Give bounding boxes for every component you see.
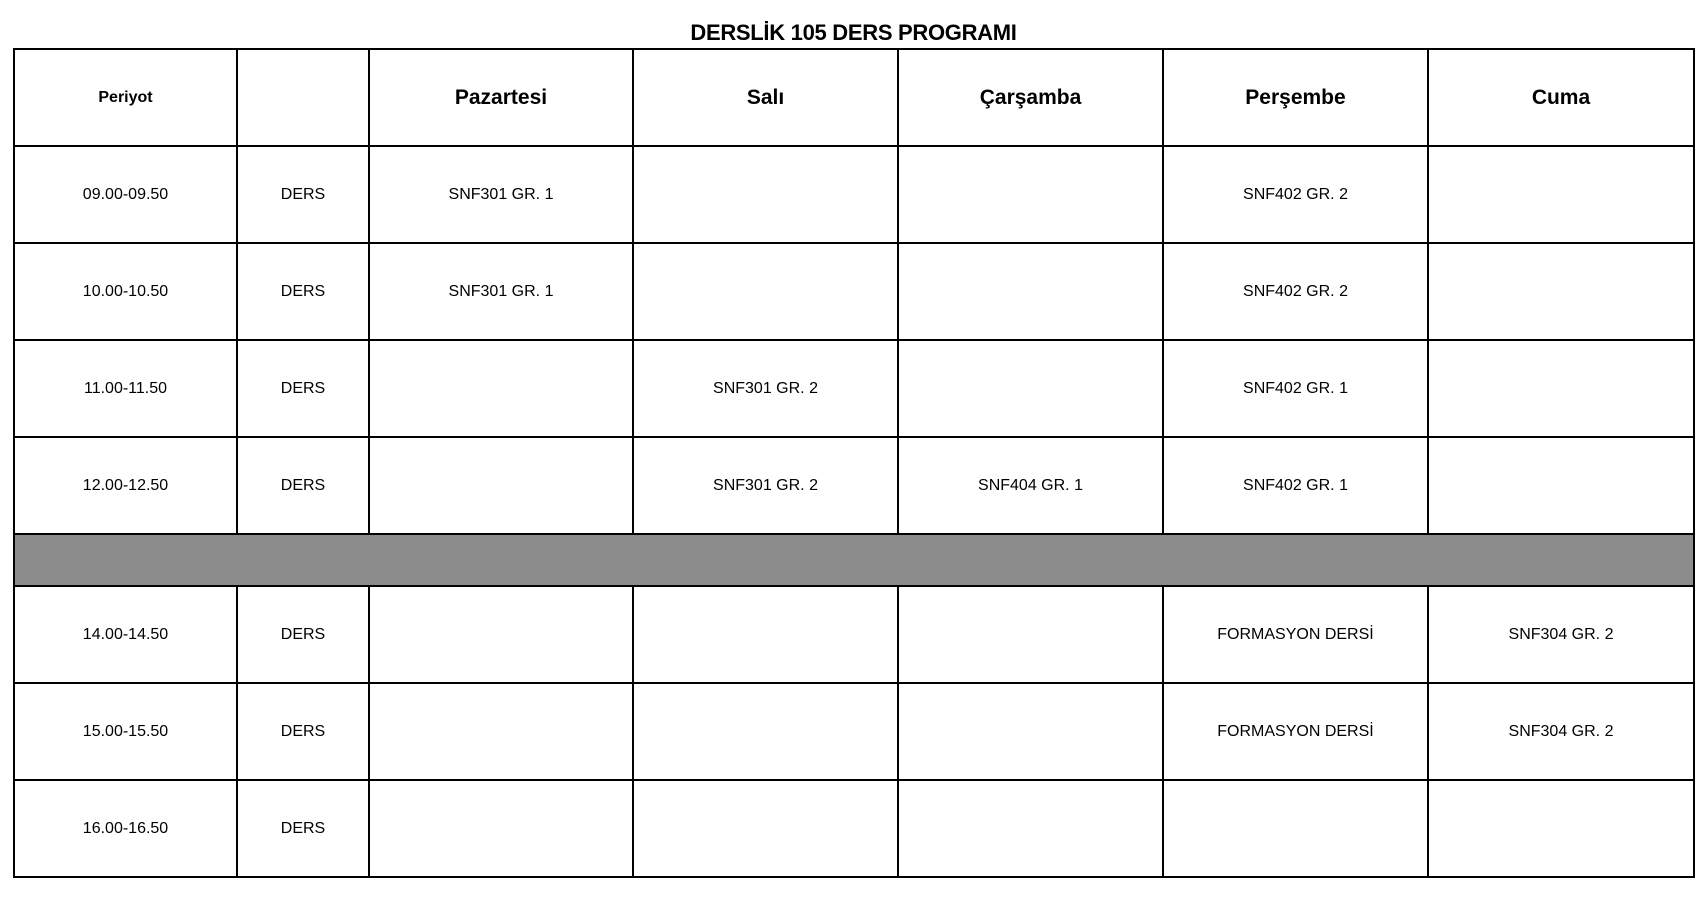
course-cell: [1427, 436, 1695, 535]
course-cell: SNF301 GR. 1: [368, 242, 634, 341]
table-row: 10.00-10.50 DERS SNF301 GR. 1 SNF402 GR. 2: [13, 242, 1695, 341]
course-cell: [368, 682, 634, 781]
break-row: [13, 533, 1695, 587]
course-cell: [368, 436, 634, 535]
course-cell: SNF404 GR. 1: [897, 436, 1164, 535]
break-cell: [13, 533, 1695, 587]
course-cell: [1427, 779, 1695, 878]
course-cell: SNF402 GR. 1: [1162, 436, 1429, 535]
course-cell: [897, 779, 1164, 878]
header-day: Salı: [632, 48, 899, 147]
header-day: Pazartesi: [368, 48, 634, 147]
header-type: [236, 48, 370, 147]
course-cell: [632, 585, 899, 684]
period-cell: 15.00-15.50: [13, 682, 238, 781]
course-cell: SNF301 GR. 1: [368, 145, 634, 244]
course-cell: SNF402 GR. 1: [1162, 339, 1429, 438]
course-cell: [897, 585, 1164, 684]
table-row: 14.00-14.50 DERS FORMASYON DERSİ SNF304 GR.…: [13, 585, 1695, 684]
course-cell: [1162, 779, 1429, 878]
type-cell: DERS: [236, 585, 370, 684]
period-cell: 14.00-14.50: [13, 585, 238, 684]
type-cell: DERS: [236, 436, 370, 535]
type-cell: DERS: [236, 779, 370, 878]
course-cell: SNF402 GR. 2: [1162, 145, 1429, 244]
course-cell: SNF402 GR. 2: [1162, 242, 1429, 341]
type-cell: DERS: [236, 145, 370, 244]
table-row: 11.00-11.50 DERS SNF301 GR. 2 SNF402 GR. 1: [13, 339, 1695, 438]
type-cell: DERS: [236, 682, 370, 781]
course-cell: [897, 242, 1164, 341]
course-cell: [368, 779, 634, 878]
period-cell: 10.00-10.50: [13, 242, 238, 341]
header-period: Periyot: [13, 48, 238, 147]
course-cell: FORMASYON DERSİ: [1162, 585, 1429, 684]
course-cell: FORMASYON DERSİ: [1162, 682, 1429, 781]
course-cell: [368, 585, 634, 684]
table-row: 09.00-09.50 DERS SNF301 GR. 1 SNF402 GR. 2: [13, 145, 1695, 244]
course-cell: [897, 145, 1164, 244]
type-cell: DERS: [236, 242, 370, 341]
header-day: Çarşamba: [897, 48, 1164, 147]
header-day: Perşembe: [1162, 48, 1429, 147]
page-title: DERSLİK 105 DERS PROGRAMI: [690, 20, 1017, 45]
period-cell: 12.00-12.50: [13, 436, 238, 535]
course-cell: SNF301 GR. 2: [632, 436, 899, 535]
course-cell: SNF301 GR. 2: [632, 339, 899, 438]
course-cell: [1427, 145, 1695, 244]
course-cell: [632, 145, 899, 244]
type-cell: DERS: [236, 339, 370, 438]
course-cell: [897, 339, 1164, 438]
header-day: Cuma: [1427, 48, 1695, 147]
period-cell: 16.00-16.50: [13, 779, 238, 878]
course-cell: [897, 682, 1164, 781]
schedule-table: Periyot Pazartesi Salı Çarşamba Perşembe…: [13, 48, 1695, 878]
period-cell: 09.00-09.50: [13, 145, 238, 244]
course-cell: [1427, 339, 1695, 438]
course-cell: [1427, 242, 1695, 341]
course-cell: SNF304 GR. 2: [1427, 585, 1695, 684]
header-row: Periyot Pazartesi Salı Çarşamba Perşembe…: [13, 48, 1695, 147]
table-row: 16.00-16.50 DERS: [13, 779, 1695, 878]
course-cell: [632, 779, 899, 878]
table-row: 15.00-15.50 DERS FORMASYON DERSİ SNF304 GR.…: [13, 682, 1695, 781]
period-cell: 11.00-11.50: [13, 339, 238, 438]
course-cell: [368, 339, 634, 438]
course-cell: [632, 682, 899, 781]
course-cell: [632, 242, 899, 341]
course-cell: SNF304 GR. 2: [1427, 682, 1695, 781]
